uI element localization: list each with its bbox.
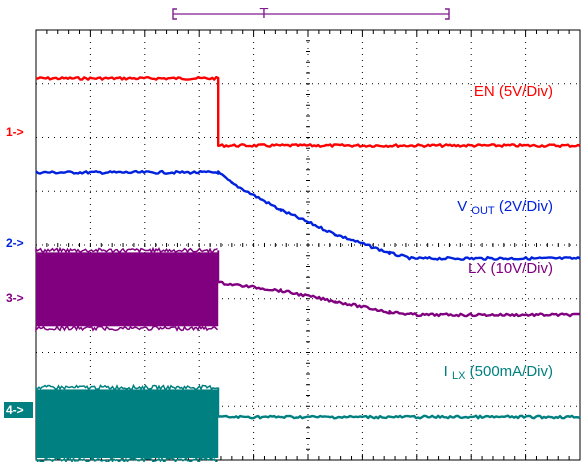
trace-4-line [218, 416, 580, 419]
ch1-label: EN (5V/Div) [474, 83, 553, 100]
ch3-label-main: LX (10V/Div) [468, 260, 553, 277]
trigger-bar: T [173, 5, 449, 22]
ch3-marker: 3-> [6, 291, 24, 305]
ch2-label-sub: OUT [471, 205, 495, 217]
ch2-label-main: V [457, 198, 467, 215]
ch4-marker: 4-> [6, 403, 24, 417]
trace-3-burst-top [36, 249, 218, 253]
trace-3-burst-bottom [36, 326, 218, 330]
ch2-label-rest: (2V/Div) [499, 198, 553, 215]
trace-3-switching-burst [36, 252, 218, 326]
ch3-label: LX (10V/Div) [468, 260, 553, 277]
ch4-label-main: I [444, 363, 448, 380]
ch4-label-rest: (500mA/Div) [470, 363, 553, 380]
trace-4-burst-top [36, 386, 218, 390]
ch1-label-main: EN (5V/Div) [474, 83, 553, 100]
channel-markers: 1-> 2-> 3-> 4-> [4, 125, 33, 418]
ch4-label-sub: LX [452, 370, 466, 382]
trace-3-line [218, 282, 580, 316]
ch2-label: V OUT (2V/Div) [457, 198, 553, 218]
ch1-marker: 1-> [6, 125, 24, 139]
ch2-marker: 2-> [6, 236, 24, 250]
trace-4-switching-burst [36, 389, 218, 458]
ch4-label: I LX (500mA/Div) [444, 363, 553, 383]
channel-labels: EN (5V/Div) V OUT (2V/Div) LX (10V/Div) … [444, 83, 553, 383]
